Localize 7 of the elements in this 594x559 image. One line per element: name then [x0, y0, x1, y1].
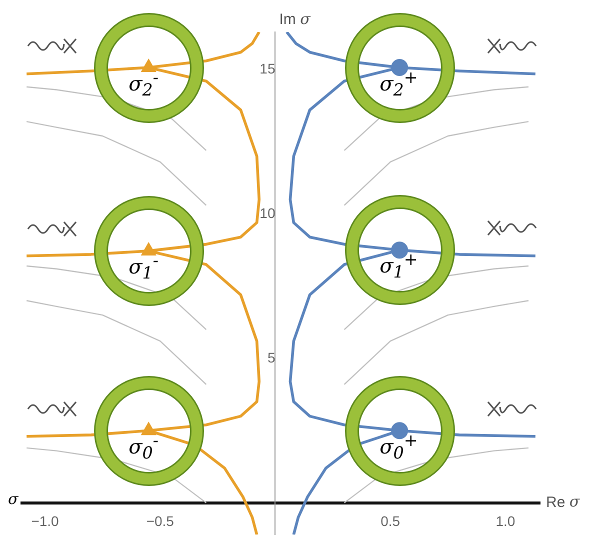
text: σ [8, 490, 18, 508]
x-tick-label: −0.5 [146, 513, 174, 530]
x-tick-label: 1.0 [496, 513, 516, 530]
x-tick-label: −1.0 [31, 513, 60, 530]
x-axis-title: Re σ [546, 492, 580, 511]
x-tick-label: 0.5 [380, 513, 400, 530]
y-axis-title: Im σ [279, 10, 312, 28]
